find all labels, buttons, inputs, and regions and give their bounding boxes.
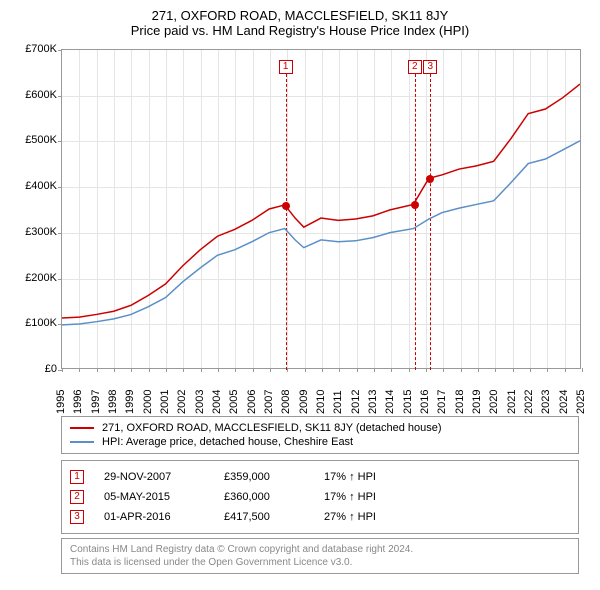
x-axis-label: 2006 <box>246 373 258 414</box>
x-axis-label: 2022 <box>523 373 535 414</box>
attribution-box: Contains HM Land Registry data © Crown c… <box>61 538 579 574</box>
chart-plot: 1 23 <box>61 49 581 369</box>
series-line-property <box>62 84 580 318</box>
y-axis-label: £500K <box>15 134 57 146</box>
event-price: £417,500 <box>224 511 304 523</box>
chart-container: 271, OXFORD ROAD, MACCLESFIELD, SK11 8JY… <box>0 0 600 590</box>
x-axis-label: 2012 <box>350 373 362 414</box>
event-hpi: 17% ↑ HPI <box>324 491 424 503</box>
marker-box-2: 2 <box>408 60 422 74</box>
series-line-hpi <box>62 141 580 325</box>
legend-box: 271, OXFORD ROAD, MACCLESFIELD, SK11 8JY… <box>61 416 579 454</box>
x-axis-label: 1996 <box>72 373 84 414</box>
x-axis-label: 2003 <box>194 373 206 414</box>
x-axis-label: 2000 <box>142 373 154 414</box>
chart-title-subtitle: Price paid vs. HM Land Registry's House … <box>10 23 590 38</box>
x-axis-label: 2010 <box>315 373 327 414</box>
event-price: £360,000 <box>224 491 304 503</box>
legend-label: HPI: Average price, detached house, Ches… <box>102 436 353 448</box>
y-axis-label: £200K <box>15 272 57 284</box>
event-marker: 2 <box>70 490 84 504</box>
x-axis-label: 2024 <box>558 373 570 414</box>
x-axis-label: 2016 <box>419 373 431 414</box>
marker-dot-2 <box>411 201 419 209</box>
x-axis-label: 2014 <box>384 373 396 414</box>
x-axis-label: 2025 <box>575 373 587 414</box>
x-axis-label: 2007 <box>263 373 275 414</box>
y-axis-label: £0 <box>15 363 57 375</box>
event-price: £359,000 <box>224 471 304 483</box>
event-row: 2 05-MAY-2015 £360,000 17% ↑ HPI <box>70 487 570 507</box>
events-box: 1 29-NOV-2007 £359,000 17% ↑ HPI 2 05-MAY-201… <box>61 460 579 534</box>
legend-swatch <box>70 441 94 443</box>
y-axis-label: £100K <box>15 317 57 329</box>
event-date: 29-NOV-2007 <box>104 471 204 483</box>
event-row: 3 01-APR-2016 £417,500 27% ↑ HPI <box>70 507 570 527</box>
x-axis-label: 2004 <box>211 373 223 414</box>
x-axis-label: 1995 <box>55 373 67 414</box>
legend-row: 271, OXFORD ROAD, MACCLESFIELD, SK11 8JY… <box>70 421 570 435</box>
event-marker: 3 <box>70 510 84 524</box>
y-axis-label: £300K <box>15 226 57 238</box>
attribution-line-1: Contains HM Land Registry data © Crown c… <box>70 543 570 556</box>
x-axis-label: 2008 <box>280 373 292 414</box>
y-axis-label: £700K <box>15 43 57 55</box>
marker-box-1: 1 <box>279 60 293 74</box>
attribution-line-2: This data is licensed under the Open Gov… <box>70 556 570 569</box>
marker-dot-1 <box>282 202 290 210</box>
x-axis-label: 2011 <box>332 373 344 414</box>
x-axis-label: 2023 <box>540 373 552 414</box>
x-axis-label: 2015 <box>402 373 414 414</box>
x-axis-label: 1998 <box>107 373 119 414</box>
y-axis-label: £600K <box>15 89 57 101</box>
x-axis-label: 1997 <box>90 373 102 414</box>
x-axis-label: 2013 <box>367 373 379 414</box>
y-axis-label: £400K <box>15 180 57 192</box>
chart-area: 1 23 £0 £100K £200K £300K £400K £500K £600K £700… <box>15 44 585 414</box>
chart-title-address: 271, OXFORD ROAD, MACCLESFIELD, SK11 8JY <box>10 8 590 23</box>
x-axis-label: 2002 <box>176 373 188 414</box>
event-row: 1 29-NOV-2007 £359,000 17% ↑ HPI <box>70 467 570 487</box>
x-axis-label: 2020 <box>488 373 500 414</box>
x-axis-label: 2019 <box>471 373 483 414</box>
x-axis-label: 2001 <box>159 373 171 414</box>
x-axis-label: 1999 <box>124 373 136 414</box>
event-hpi: 27% ↑ HPI <box>324 511 424 523</box>
event-hpi: 17% ↑ HPI <box>324 471 424 483</box>
x-axis-label: 2018 <box>454 373 466 414</box>
x-axis-label: 2009 <box>298 373 310 414</box>
event-marker: 1 <box>70 470 84 484</box>
legend-label: 271, OXFORD ROAD, MACCLESFIELD, SK11 8JY… <box>102 422 442 434</box>
chart-lines-svg <box>62 50 580 368</box>
legend-swatch <box>70 427 94 429</box>
marker-box-3: 3 <box>423 60 437 74</box>
x-axis-label: 2021 <box>506 373 518 414</box>
marker-dot-3 <box>426 175 434 183</box>
x-axis-label: 2005 <box>228 373 240 414</box>
event-date: 05-MAY-2015 <box>104 491 204 503</box>
legend-row: HPI: Average price, detached house, Ches… <box>70 435 570 449</box>
x-axis-label: 2017 <box>436 373 448 414</box>
event-date: 01-APR-2016 <box>104 511 204 523</box>
